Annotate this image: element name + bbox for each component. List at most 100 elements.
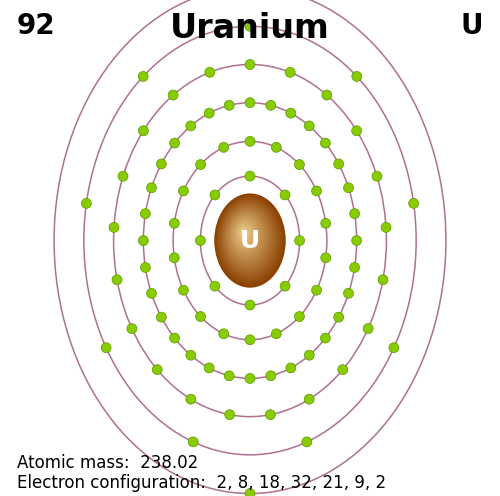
Ellipse shape <box>232 216 260 254</box>
Ellipse shape <box>218 198 280 281</box>
Circle shape <box>321 253 330 263</box>
Circle shape <box>352 126 362 136</box>
Circle shape <box>204 363 214 373</box>
Circle shape <box>146 183 156 193</box>
Ellipse shape <box>226 210 267 263</box>
Text: 92: 92 <box>17 12 56 40</box>
Circle shape <box>245 21 255 31</box>
Circle shape <box>389 343 399 353</box>
Ellipse shape <box>231 215 260 255</box>
Circle shape <box>321 218 330 228</box>
Circle shape <box>338 365 347 374</box>
Ellipse shape <box>240 227 247 237</box>
Circle shape <box>196 236 205 246</box>
Ellipse shape <box>234 220 256 248</box>
Ellipse shape <box>230 214 262 256</box>
Ellipse shape <box>234 219 256 249</box>
Circle shape <box>186 394 196 404</box>
Ellipse shape <box>240 227 248 238</box>
Circle shape <box>304 121 314 131</box>
Circle shape <box>350 209 360 219</box>
Ellipse shape <box>216 196 282 283</box>
Circle shape <box>109 222 119 232</box>
Ellipse shape <box>234 219 257 250</box>
Circle shape <box>82 198 92 208</box>
Ellipse shape <box>236 223 252 244</box>
Ellipse shape <box>217 197 282 282</box>
Circle shape <box>408 198 418 208</box>
Circle shape <box>245 300 255 310</box>
Text: Uranium: Uranium <box>170 12 330 46</box>
Ellipse shape <box>238 225 250 241</box>
Ellipse shape <box>229 213 264 258</box>
Circle shape <box>266 100 276 110</box>
Circle shape <box>344 183 353 193</box>
Circle shape <box>196 160 205 170</box>
Circle shape <box>196 311 205 321</box>
Ellipse shape <box>223 205 273 271</box>
Circle shape <box>245 373 255 383</box>
Ellipse shape <box>220 201 276 275</box>
Circle shape <box>245 200 255 210</box>
Circle shape <box>294 160 304 170</box>
Ellipse shape <box>238 224 250 242</box>
Ellipse shape <box>222 203 275 273</box>
Ellipse shape <box>214 193 286 288</box>
Circle shape <box>140 209 150 219</box>
Ellipse shape <box>236 222 253 245</box>
Ellipse shape <box>226 209 268 264</box>
Ellipse shape <box>220 200 278 277</box>
Circle shape <box>286 108 296 118</box>
Ellipse shape <box>216 195 284 285</box>
Circle shape <box>138 126 148 136</box>
Text: U: U <box>240 229 260 252</box>
Circle shape <box>210 281 220 291</box>
Circle shape <box>322 90 332 100</box>
Circle shape <box>352 71 362 81</box>
Circle shape <box>101 343 111 353</box>
Circle shape <box>210 190 220 200</box>
Circle shape <box>266 410 276 420</box>
Circle shape <box>146 288 156 298</box>
Circle shape <box>363 323 373 333</box>
Ellipse shape <box>224 205 272 270</box>
Ellipse shape <box>230 215 262 255</box>
Circle shape <box>272 142 281 152</box>
Ellipse shape <box>224 207 270 268</box>
Ellipse shape <box>240 228 246 236</box>
Circle shape <box>280 281 290 291</box>
Circle shape <box>138 236 148 246</box>
Circle shape <box>112 275 122 285</box>
Ellipse shape <box>232 217 258 252</box>
Circle shape <box>156 312 166 322</box>
Ellipse shape <box>220 201 277 276</box>
Text: Electron configuration:  2, 8, 18, 32, 21, 9, 2: Electron configuration: 2, 8, 18, 32, 21… <box>17 474 386 492</box>
Ellipse shape <box>222 204 274 272</box>
Ellipse shape <box>215 195 284 286</box>
Circle shape <box>304 394 314 404</box>
Ellipse shape <box>232 217 260 253</box>
Ellipse shape <box>230 214 263 257</box>
Circle shape <box>245 335 255 345</box>
Ellipse shape <box>228 212 265 260</box>
Circle shape <box>344 288 353 298</box>
Circle shape <box>186 350 196 360</box>
Circle shape <box>294 236 304 246</box>
Circle shape <box>152 365 162 374</box>
Circle shape <box>138 71 148 81</box>
Circle shape <box>381 222 391 232</box>
Circle shape <box>224 100 234 110</box>
Ellipse shape <box>219 200 278 278</box>
Circle shape <box>350 262 360 272</box>
Circle shape <box>245 98 255 108</box>
Circle shape <box>372 171 382 181</box>
Circle shape <box>352 236 362 246</box>
Circle shape <box>127 323 137 333</box>
Circle shape <box>156 159 166 169</box>
Circle shape <box>302 437 312 447</box>
Ellipse shape <box>236 222 254 246</box>
Ellipse shape <box>218 199 280 279</box>
Circle shape <box>224 371 234 381</box>
Circle shape <box>218 142 228 152</box>
Circle shape <box>118 171 128 181</box>
